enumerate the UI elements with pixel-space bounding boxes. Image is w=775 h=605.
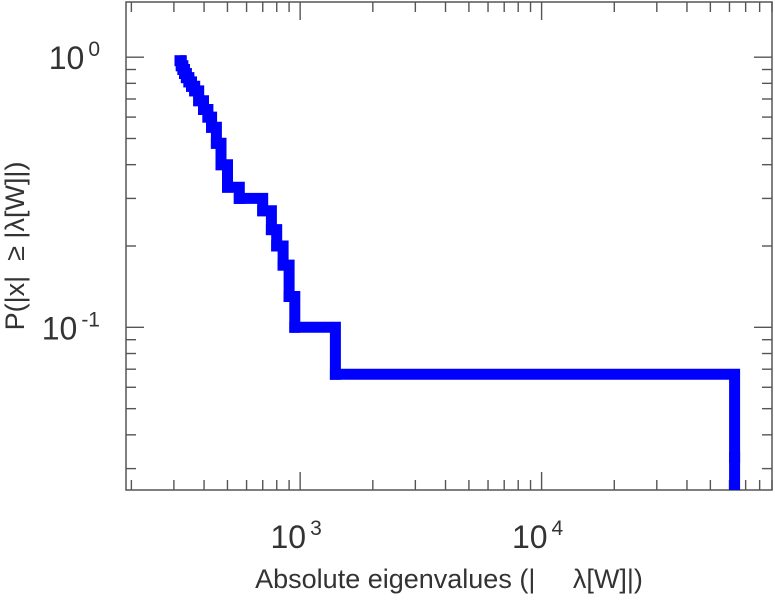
axis-ticks xyxy=(126,2,773,490)
data-point xyxy=(265,224,277,236)
y-axis-label: P(|x| ≥ |λ[W]|) xyxy=(0,162,30,331)
series-line xyxy=(175,55,741,490)
data-point xyxy=(729,451,741,463)
data-point xyxy=(210,137,222,149)
data-point xyxy=(189,85,201,97)
data-point xyxy=(222,181,233,193)
data-series xyxy=(174,55,741,490)
y-tick-label: 10 0 xyxy=(49,38,100,76)
data-point xyxy=(277,259,289,271)
data-point xyxy=(233,192,245,204)
x-tick-label: 10 3 xyxy=(271,517,322,555)
data-point xyxy=(283,291,295,302)
data-point xyxy=(271,240,283,252)
data-point xyxy=(289,321,301,333)
data-point xyxy=(329,368,341,380)
tick-labels: 10 3 10 4 10 0 10 -1 xyxy=(42,38,564,555)
data-point xyxy=(215,159,227,171)
x-tick-label: 10 4 xyxy=(512,517,564,555)
data-point xyxy=(206,121,218,133)
y-tick-label: 10 -1 xyxy=(42,308,100,346)
data-point xyxy=(257,205,269,217)
x-axis-label: Absolute eigenvalues (| λ[W]|) xyxy=(255,564,643,594)
data-point xyxy=(198,104,209,115)
data-point xyxy=(193,95,205,107)
plot-frame xyxy=(125,1,773,491)
data-point xyxy=(202,111,214,123)
